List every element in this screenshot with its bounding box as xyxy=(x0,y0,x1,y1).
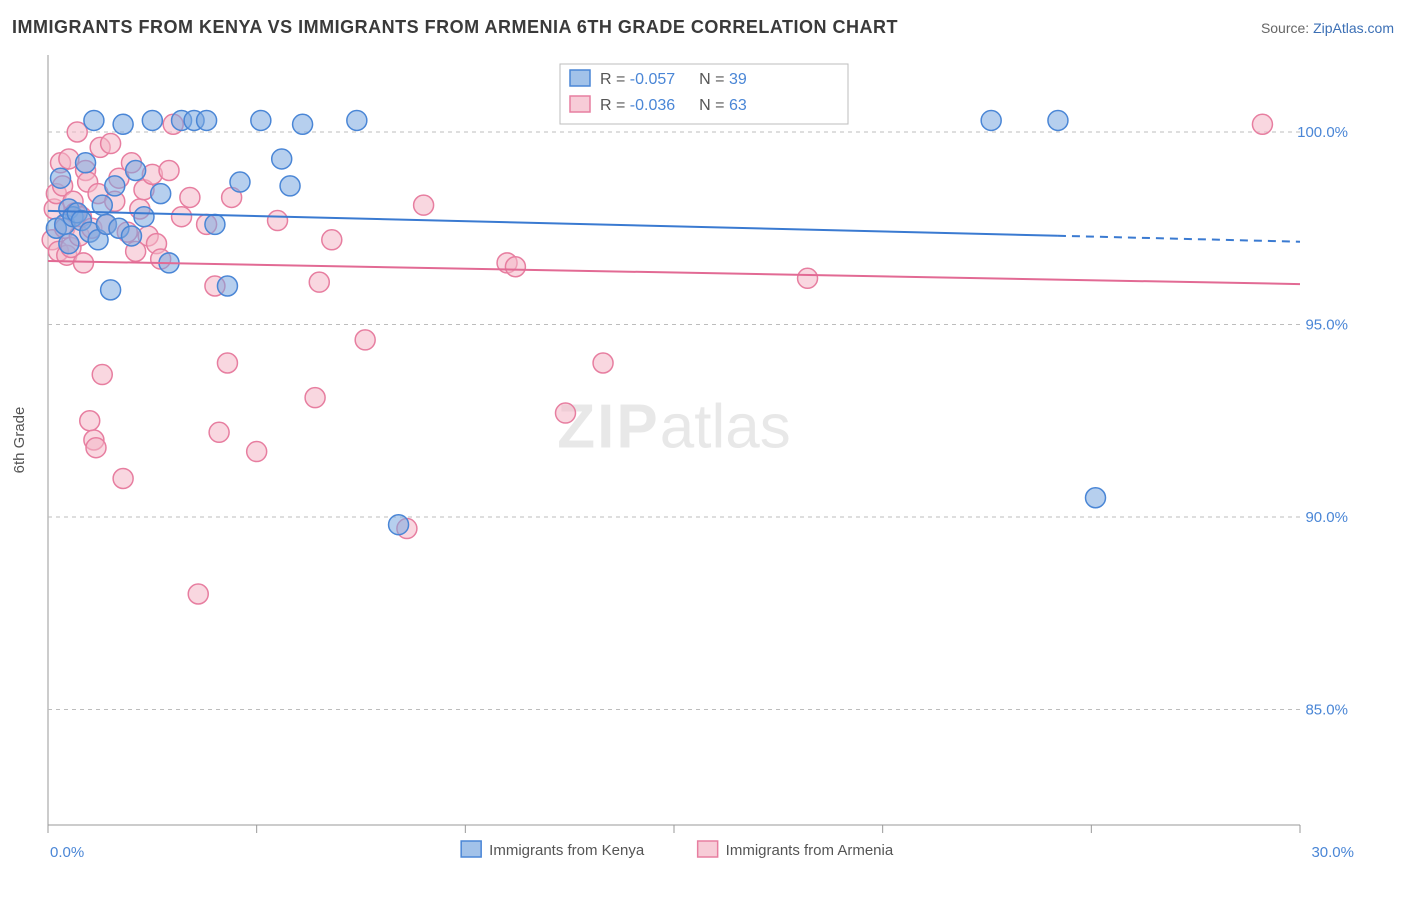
point-armenia xyxy=(113,469,133,489)
point-armenia xyxy=(355,330,375,350)
legend-swatch xyxy=(570,70,590,86)
point-armenia xyxy=(247,442,267,462)
point-armenia xyxy=(593,353,613,373)
point-armenia xyxy=(180,187,200,207)
point-armenia xyxy=(268,211,288,231)
point-armenia xyxy=(555,403,575,423)
point-kenya xyxy=(59,234,79,254)
legend-label: Immigrants from Kenya xyxy=(489,842,645,859)
watermark: ZIPatlas xyxy=(557,393,790,462)
point-kenya xyxy=(105,176,125,196)
point-kenya xyxy=(1048,110,1068,130)
point-armenia xyxy=(172,207,192,227)
point-kenya xyxy=(84,110,104,130)
point-kenya xyxy=(151,184,171,204)
y-tick-label: 90.0% xyxy=(1305,509,1348,526)
point-kenya xyxy=(347,110,367,130)
legend-stat: R = -0.036N = 63 xyxy=(600,97,747,114)
point-kenya xyxy=(113,114,133,134)
point-armenia xyxy=(1252,114,1272,134)
point-kenya xyxy=(217,276,237,296)
point-armenia xyxy=(414,195,434,215)
legend-swatch xyxy=(461,841,481,857)
point-kenya xyxy=(121,226,141,246)
x-tick-label: 0.0% xyxy=(50,844,84,861)
point-armenia xyxy=(188,584,208,604)
point-armenia xyxy=(798,268,818,288)
point-kenya xyxy=(389,515,409,535)
point-armenia xyxy=(309,272,329,292)
y-tick-label: 85.0% xyxy=(1305,702,1348,719)
point-kenya xyxy=(142,110,162,130)
point-kenya xyxy=(280,176,300,196)
point-kenya xyxy=(251,110,271,130)
point-kenya xyxy=(51,168,71,188)
point-armenia xyxy=(305,388,325,408)
point-kenya xyxy=(197,110,217,130)
point-armenia xyxy=(322,230,342,250)
point-armenia xyxy=(80,411,100,431)
point-armenia xyxy=(159,161,179,181)
point-kenya xyxy=(126,161,146,181)
point-kenya xyxy=(272,149,292,169)
chart-title: IMMIGRANTS FROM KENYA VS IMMIGRANTS FROM… xyxy=(12,17,898,37)
x-tick-label: 30.0% xyxy=(1311,844,1354,861)
correlation-chart: IMMIGRANTS FROM KENYA VS IMMIGRANTS FROM… xyxy=(0,0,1406,892)
y-tick-label: 100.0% xyxy=(1297,124,1348,141)
point-armenia xyxy=(209,422,229,442)
point-armenia xyxy=(217,353,237,373)
legend-swatch xyxy=(698,841,718,857)
point-kenya xyxy=(293,114,313,134)
point-armenia xyxy=(92,365,112,385)
legend-swatch xyxy=(570,96,590,112)
point-armenia xyxy=(73,253,93,273)
point-kenya xyxy=(101,280,121,300)
point-kenya xyxy=(1086,488,1106,508)
trend-line-kenya-dashed xyxy=(1058,236,1300,242)
point-armenia xyxy=(101,134,121,154)
y-tick-label: 95.0% xyxy=(1305,317,1348,334)
point-armenia xyxy=(505,257,525,277)
legend-label: Immigrants from Armenia xyxy=(726,842,894,859)
point-kenya xyxy=(230,172,250,192)
point-kenya xyxy=(134,207,154,227)
point-armenia xyxy=(86,438,106,458)
legend-stat: R = -0.057N = 39 xyxy=(600,71,747,88)
source-label: Source: ZipAtlas.com xyxy=(1261,20,1394,36)
y-axis-label: 6th Grade xyxy=(11,407,28,474)
point-kenya xyxy=(205,214,225,234)
point-kenya xyxy=(76,153,96,173)
point-kenya xyxy=(981,110,1001,130)
